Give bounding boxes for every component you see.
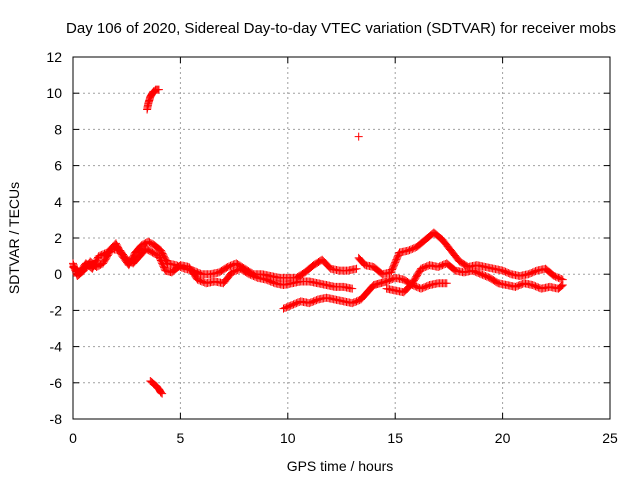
data-point-marker <box>558 281 567 290</box>
data-point-marker <box>150 87 159 96</box>
x-tick-labels: 0 5 10 15 20 25 <box>69 430 618 446</box>
x-tick-label: 0 <box>69 430 77 446</box>
data-point-marker <box>352 264 361 273</box>
x-tick-label: 15 <box>387 430 403 446</box>
data-point-marker <box>156 387 165 396</box>
data-point-marker <box>557 275 566 284</box>
y-tick-label: -6 <box>50 375 63 391</box>
data-point-marker <box>157 388 166 397</box>
y-tick-labels: 12 10 8 6 4 2 0 -2 -4 -6 -8 <box>46 49 62 427</box>
x-tick-label: 5 <box>177 430 185 446</box>
y-tick-label: 6 <box>54 158 62 174</box>
data-point-marker <box>449 264 458 273</box>
data-point-marker <box>394 249 403 258</box>
data-point-marker <box>158 389 167 398</box>
data-point-marker <box>556 282 565 291</box>
chart-title: Day 106 of 2020, Sidereal Day-to-day VTE… <box>66 20 616 37</box>
data-point-marker <box>376 268 385 277</box>
x-tick-label: 25 <box>602 430 618 446</box>
axis-ticks <box>72 56 611 420</box>
data-point-marker <box>557 281 566 290</box>
y-axis-label: SDTVAR / TECUs <box>6 182 22 294</box>
data-points <box>69 85 567 398</box>
y-tick-label: 2 <box>54 230 62 246</box>
x-tick-label: 10 <box>280 430 296 446</box>
grid-lines <box>73 57 610 419</box>
data-point-marker <box>154 85 163 94</box>
y-tick-label: 12 <box>46 49 62 65</box>
data-point-marker <box>348 284 357 293</box>
y-tick-label: 10 <box>46 85 62 101</box>
y-tick-label: -2 <box>50 302 63 318</box>
data-point-marker <box>442 279 451 288</box>
y-tick-label: -8 <box>50 411 63 427</box>
y-tick-label: -4 <box>50 339 63 355</box>
y-tick-label: 8 <box>54 121 62 137</box>
y-tick-label: 4 <box>54 194 62 210</box>
x-tick-label: 20 <box>495 430 511 446</box>
data-point-marker <box>354 132 363 141</box>
x-axis-label: GPS time / hours <box>287 458 394 474</box>
y-tick-label: 0 <box>54 266 62 282</box>
data-point-marker <box>174 262 183 271</box>
